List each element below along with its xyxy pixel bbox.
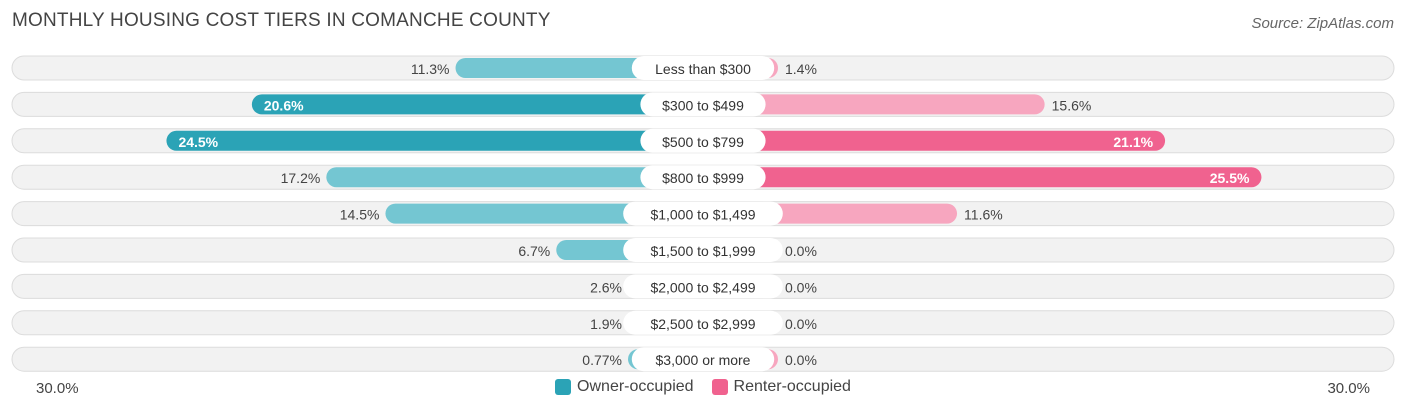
category-pill bbox=[640, 165, 766, 190]
renter-value-label: 1.4% bbox=[785, 61, 817, 77]
category-label: $1,500 to $1,999 bbox=[650, 243, 755, 259]
axis-right-label: 30.0% bbox=[1327, 380, 1370, 397]
owner-bar bbox=[166, 130, 703, 151]
renter-bar bbox=[703, 130, 1166, 151]
legend-label-renter: Renter-occupied bbox=[733, 378, 851, 395]
legend-item-owner[interactable]: Owner-occupied bbox=[555, 378, 694, 396]
renter-bar bbox=[703, 94, 1045, 115]
chart-title: MONTHLY HOUSING COST TIERS IN COMANCHE C… bbox=[12, 10, 551, 31]
category-label: $3,000 or more bbox=[656, 352, 751, 368]
legend: Owner-occupied Renter-occupied bbox=[0, 378, 1406, 396]
owner-value-label: 14.5% bbox=[340, 207, 380, 223]
owner-value-label: 11.3% bbox=[411, 61, 450, 77]
category-pill bbox=[623, 310, 783, 335]
legend-label-owner: Owner-occupied bbox=[577, 378, 694, 395]
category-label: $2,000 to $2,499 bbox=[650, 279, 755, 295]
renter-value-label: 0.0% bbox=[785, 352, 817, 368]
owner-value-label: 0.77% bbox=[582, 352, 622, 368]
category-label: $500 to $799 bbox=[662, 134, 744, 150]
renter-value-label: 21.1% bbox=[1113, 134, 1153, 150]
renter-value-label: 0.0% bbox=[785, 243, 817, 259]
owner-value-label: 6.7% bbox=[518, 243, 550, 259]
axis-left-label: 30.0% bbox=[36, 380, 79, 397]
owner-value-label: 24.5% bbox=[178, 134, 218, 150]
category-label: $800 to $999 bbox=[662, 170, 744, 186]
renter-value-label: 11.6% bbox=[964, 207, 1003, 223]
category-label: $300 to $499 bbox=[662, 97, 744, 113]
owner-value-label: 20.6% bbox=[264, 97, 304, 113]
owner-bar bbox=[326, 167, 703, 188]
category-label: $1,000 to $1,499 bbox=[650, 207, 755, 223]
category-label: $2,500 to $2,999 bbox=[650, 316, 755, 332]
renter-value-label: 0.0% bbox=[785, 316, 817, 332]
owner-value-label: 17.2% bbox=[281, 170, 321, 186]
owner-value-label: 1.9% bbox=[590, 316, 622, 332]
renter-value-label: 15.6% bbox=[1052, 97, 1092, 113]
renter-value-label: 0.0% bbox=[785, 279, 817, 295]
owner-value-label: 2.6% bbox=[590, 279, 622, 295]
renter-value-label: 25.5% bbox=[1210, 170, 1250, 186]
legend-item-renter[interactable]: Renter-occupied bbox=[711, 378, 851, 396]
renter-bar bbox=[703, 167, 1262, 188]
category-pill bbox=[631, 347, 775, 372]
category-pill bbox=[640, 92, 766, 117]
category-pill bbox=[631, 56, 775, 80]
category-pill bbox=[623, 201, 783, 226]
owner-bar bbox=[251, 94, 704, 115]
owner-bar bbox=[385, 203, 703, 224]
legend-swatch-owner bbox=[555, 379, 572, 395]
source-credit: Source: ZipAtlas.com bbox=[1251, 15, 1394, 32]
category-pill bbox=[623, 274, 783, 299]
category-pill bbox=[640, 128, 766, 153]
legend-swatch-renter bbox=[711, 379, 728, 395]
category-pill bbox=[623, 238, 783, 262]
category-label: Less than $300 bbox=[655, 61, 751, 77]
